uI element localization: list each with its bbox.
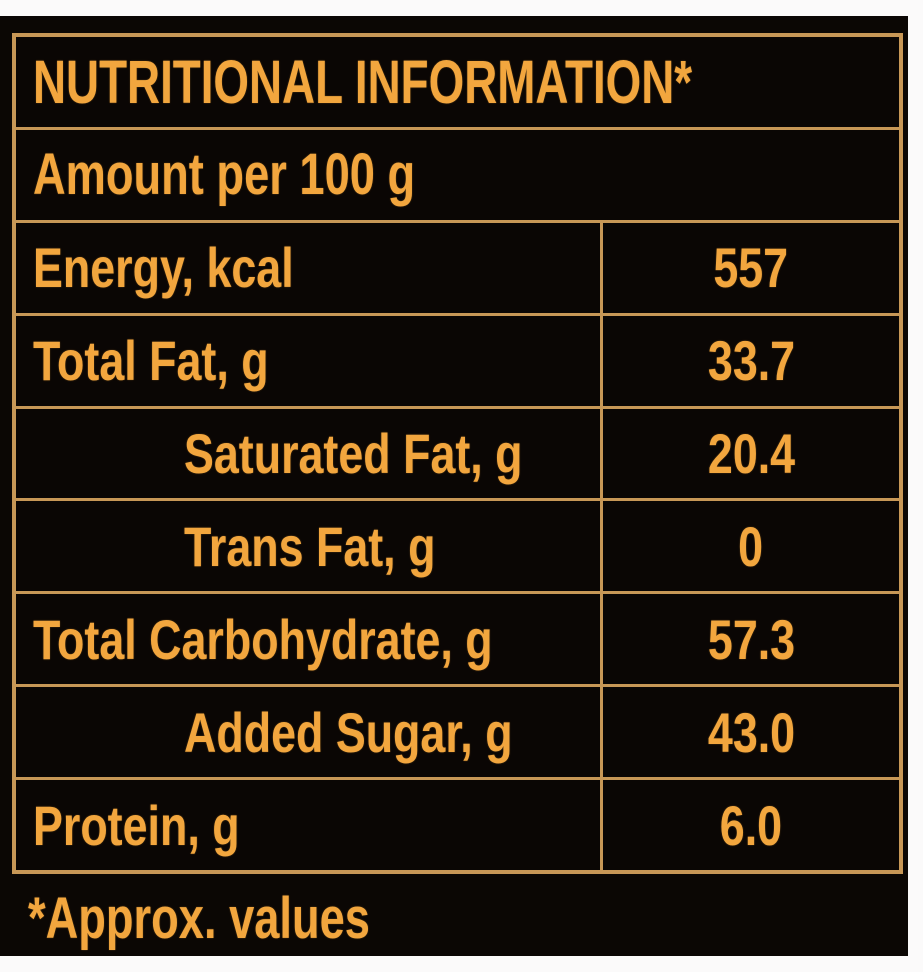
nutrient-name-cell: Protein, g [16, 780, 600, 870]
nutrient-name-cell: Saturated Fat, g [16, 409, 600, 499]
nutrient-name: Total Fat, g [33, 329, 269, 393]
nutrient-value-cell: 557 [600, 222, 899, 313]
nutrition-table: NUTRITIONAL INFORMATION* Amount per 100 … [12, 33, 903, 874]
nutrient-value: 33.7 [707, 329, 795, 393]
nutrient-value-cell: 57.3 [600, 594, 899, 685]
nutrient-value-cell: 20.4 [600, 408, 899, 499]
nutrient-name: Added Sugar, g [184, 700, 513, 764]
title-cell: NUTRITIONAL INFORMATION* [16, 37, 899, 127]
table-row: Total Carbohydrate, g 57.3 [16, 591, 899, 685]
nutrient-name: Saturated Fat, g [184, 422, 523, 485]
table-row: Added Sugar, g 43.0 [16, 684, 899, 778]
nutrient-name: Protein, g [33, 793, 240, 857]
nutrient-value: 557 [713, 236, 789, 300]
nutrient-value-cell: 43.0 [600, 687, 899, 778]
table-row: Saturated Fat, g 20.4 [16, 405, 899, 499]
nutrient-value: 57.3 [707, 607, 795, 671]
table-row-title: NUTRITIONAL INFORMATION* [16, 37, 899, 127]
table-row-amount-per: Amount per 100 g [16, 126, 899, 220]
amount-per-label: Amount per 100 g [33, 142, 416, 208]
amount-per-cell: Amount per 100 g [16, 130, 899, 220]
nutrient-value-cell: 0 [600, 501, 899, 592]
nutrition-label: NUTRITIONAL INFORMATION* Amount per 100 … [0, 16, 908, 956]
table-row: Protein, g 6.0 [16, 777, 899, 871]
footnote-row: *Approx. values [28, 874, 466, 962]
nutrient-value-cell: 6.0 [600, 780, 899, 871]
nutrient-name-cell: Total Fat, g [16, 316, 600, 406]
table-row: Total Fat, g 33.7 [16, 312, 899, 406]
nutrient-value: 0 [738, 514, 764, 578]
nutrient-name: Trans Fat, g [184, 514, 436, 578]
nutrient-name-cell: Energy, kcal [16, 223, 600, 313]
table-row: Trans Fat, g 0 [16, 498, 899, 592]
label-title: NUTRITIONAL INFORMATION* [33, 47, 693, 116]
nutrient-name-cell: Added Sugar, g [16, 687, 600, 777]
footnote-label: *Approx. values [28, 885, 370, 951]
nutrient-value: 6.0 [719, 793, 783, 857]
table-row: Energy, kcal 557 [16, 219, 899, 313]
nutrient-name: Total Carbohydrate, g [33, 607, 493, 671]
nutrient-name: Energy, kcal [33, 236, 294, 300]
nutrient-name-cell: Trans Fat, g [16, 501, 600, 591]
nutrient-value-cell: 33.7 [600, 315, 899, 406]
nutrient-name-cell: Total Carbohydrate, g [16, 594, 600, 684]
nutrient-value: 43.0 [707, 700, 795, 764]
nutrient-value: 20.4 [707, 422, 795, 485]
